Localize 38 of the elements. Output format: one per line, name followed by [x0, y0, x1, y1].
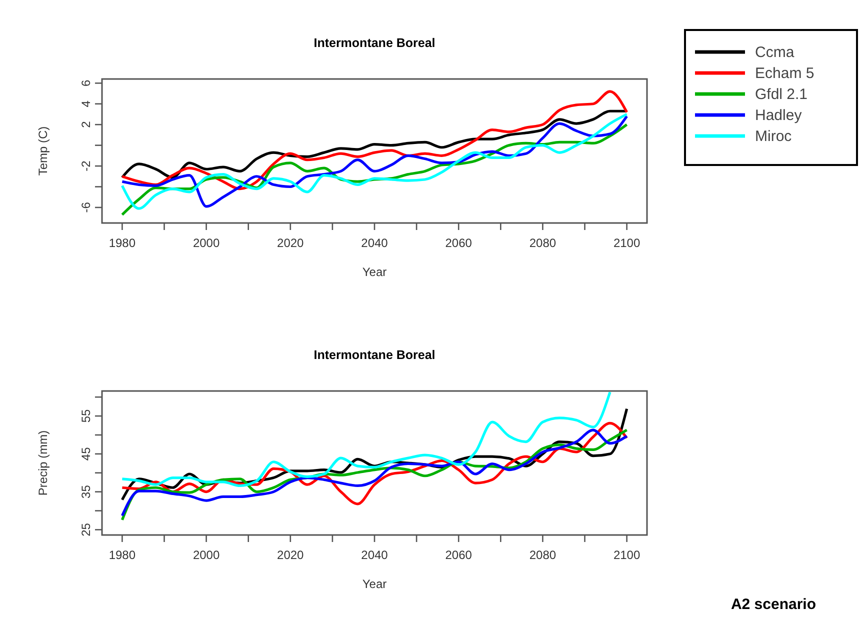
x-tick-label: 2060 [445, 236, 472, 250]
y-tick-label: 4 [79, 100, 93, 108]
y-axis-title: Temp (C) [36, 126, 50, 176]
text: A2 scenario [730, 596, 816, 613]
x-tick-label: 2040 [361, 236, 388, 250]
x-tick-label: 2060 [445, 548, 472, 562]
y-tick-label: 2 [79, 120, 93, 128]
legend-label: Echam 5 [755, 65, 814, 82]
x-tick-label: 2020 [277, 548, 304, 562]
y-tick-label: -6 [79, 202, 93, 213]
legend-label: Ccma [755, 44, 795, 61]
line-series [120, 110, 628, 179]
x-tick-label: 2100 [613, 236, 640, 250]
legend-label: Gfdl 2.1 [755, 86, 808, 103]
y-tick-label: 35 [79, 484, 93, 498]
x-tick-label: 2000 [192, 236, 220, 250]
x-axis-title: Year [362, 577, 387, 591]
x-tick-label: 2000 [192, 548, 220, 562]
x-tick-label: 2080 [529, 236, 556, 250]
y-tick-label: -2 [79, 160, 93, 172]
y-tick-label: 6 [79, 79, 93, 86]
y-axis-title: Precip (mm) [36, 430, 50, 496]
x-axis-title: Year [362, 265, 387, 279]
chart-title: Intermontane Boreal [314, 36, 436, 50]
line-series [120, 391, 612, 488]
legend-label: Miroc [755, 128, 792, 145]
x-tick-label: 1980 [108, 236, 136, 250]
x-tick-label: 2040 [361, 548, 388, 562]
x-tick-label: 2080 [529, 548, 556, 562]
x-tick-label: 2020 [277, 236, 304, 250]
x-tick-label: 2100 [613, 548, 640, 562]
y-tick-label: 25 [79, 522, 93, 536]
y-tick-label: 45 [79, 446, 93, 461]
chart-title: Intermontane Boreal [314, 348, 436, 362]
line-series [120, 90, 628, 190]
y-tick-label: 55 [79, 409, 93, 423]
legend-label: Hadley [755, 107, 802, 124]
x-tick-label: 1980 [108, 548, 136, 562]
